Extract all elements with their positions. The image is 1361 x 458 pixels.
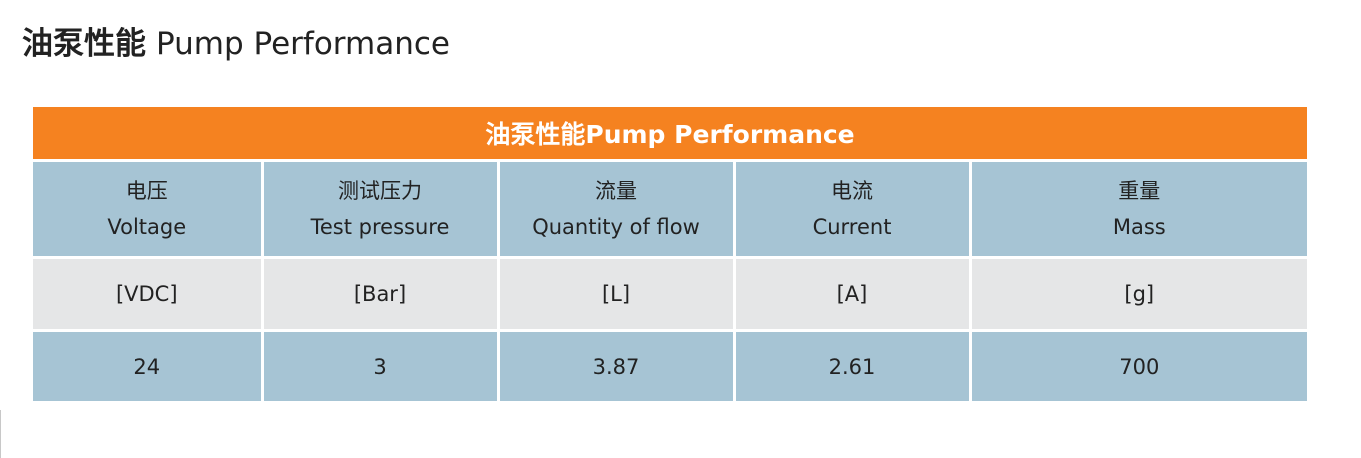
- page-title-english: Pump Performance: [156, 26, 450, 62]
- header-test-pressure-cn: 测试压力: [338, 179, 422, 203]
- header-mass-cn: 重量: [1118, 179, 1161, 203]
- unit-voltage: [VDC]: [33, 256, 264, 332]
- value-mass: 700: [968, 329, 1308, 401]
- header-current-en: Current: [812, 215, 892, 239]
- table-title: 油泵性能Pump Performance: [33, 107, 1308, 162]
- table-title-row: 油泵性能Pump Performance: [33, 107, 1308, 162]
- left-divider: [0, 410, 1, 458]
- value-test-pressure: 3: [260, 329, 500, 401]
- header-flow: 流量 Quantity of flow: [496, 159, 736, 259]
- table-header-row: 电压 Voltage 测试压力 Test pressure 流量 Quantit…: [33, 159, 1308, 259]
- header-flow-cn: 流量: [595, 179, 637, 203]
- header-current-cn: 电流: [831, 179, 873, 203]
- value-flow: 3.87: [496, 329, 736, 401]
- page-title: 油泵性能 Pump Performance: [22, 24, 450, 64]
- header-voltage-cn: 电压: [125, 179, 168, 203]
- header-mass: 重量 Mass: [968, 159, 1308, 259]
- value-voltage: 24: [33, 329, 264, 401]
- unit-current: [A]: [732, 256, 972, 332]
- header-test-pressure: 测试压力 Test pressure: [260, 159, 500, 259]
- unit-mass: [g]: [968, 256, 1308, 332]
- unit-flow: [L]: [496, 256, 736, 332]
- header-voltage-en: Voltage: [107, 215, 187, 239]
- header-voltage: 电压 Voltage: [33, 159, 264, 259]
- header-test-pressure-en: Test pressure: [310, 215, 450, 239]
- header-current: 电流 Current: [732, 159, 972, 259]
- page-title-chinese: 油泵性能: [22, 26, 146, 62]
- table-unit-row: [VDC] [Bar] [L] [A] [g]: [33, 256, 1308, 332]
- header-mass-en: Mass: [1112, 215, 1166, 239]
- table-value-row: 24 3 3.87 2.61 700: [33, 329, 1308, 401]
- value-current: 2.61: [732, 329, 972, 401]
- header-flow-en: Quantity of flow: [532, 215, 700, 239]
- pump-performance-table: 油泵性能Pump Performance 电压 Voltage 测试压力 Tes…: [33, 107, 1308, 401]
- unit-test-pressure: [Bar]: [260, 256, 500, 332]
